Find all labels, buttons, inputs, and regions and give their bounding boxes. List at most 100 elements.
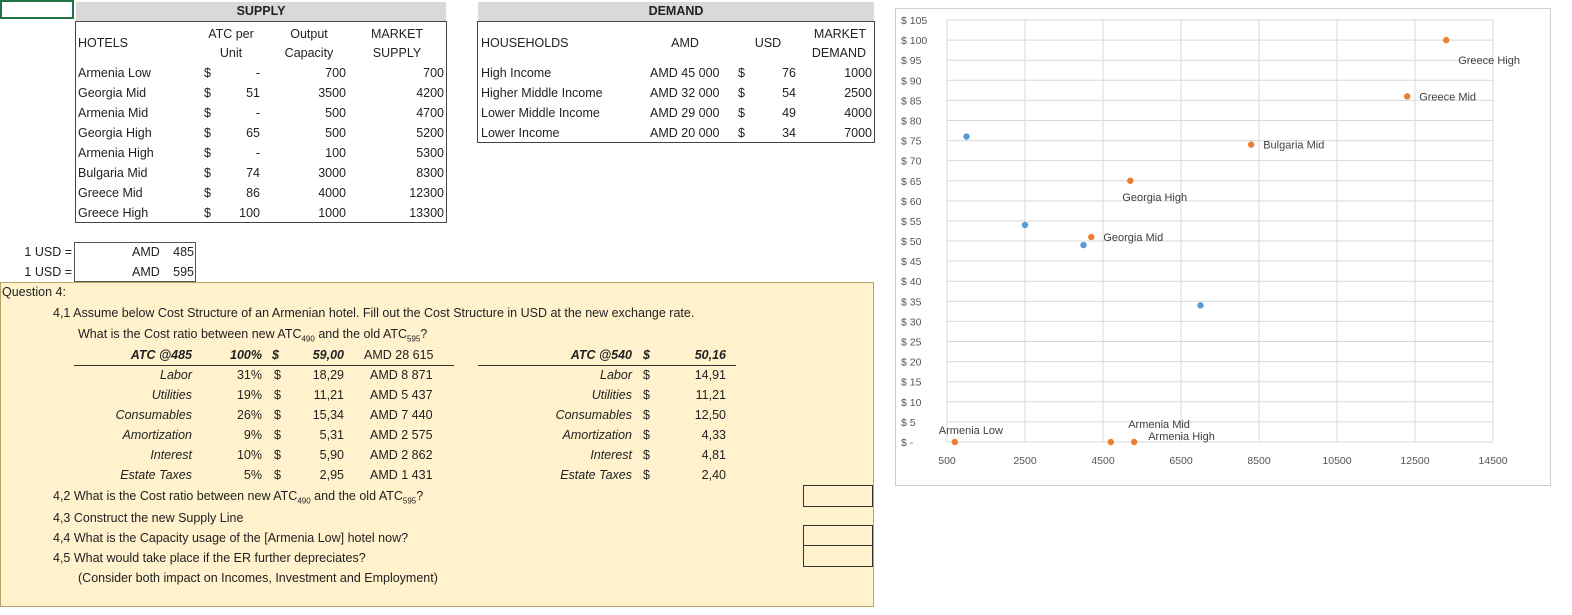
chart-y-tick-label: $ 95: [901, 55, 922, 67]
supply-row-currency: $: [204, 86, 211, 100]
cost-right-underline: [478, 365, 736, 366]
cost-left-pct: 19%: [236, 388, 262, 402]
supply-table: [75, 21, 447, 223]
demand-header-households: HOUSEHOLDS: [481, 36, 569, 50]
chart-y-tick-label: $ 85: [901, 95, 922, 107]
cost-left-currency: $: [274, 448, 281, 462]
chart-point-series-1: [1127, 177, 1134, 184]
answer-box-q44[interactable]: [803, 525, 873, 547]
chart-y-tick-label: $ 20: [901, 357, 922, 369]
demand-row-name: Higher Middle Income: [481, 86, 603, 100]
chart-point-series-1: [1088, 233, 1095, 241]
cost-left-amd: AMD 8 871: [370, 368, 433, 382]
chart-frame[interactable]: [895, 8, 1551, 486]
demand-header-mkt2: DEMAND: [811, 46, 866, 60]
chart-y-tick-label: $ 100: [901, 35, 927, 47]
chart-x-tick-label: 10500: [1322, 455, 1351, 467]
supply-title: SUPPLY: [236, 4, 286, 18]
chart-data-label: Armenia High: [1148, 431, 1215, 443]
demand-row-currency: $: [738, 86, 745, 100]
supply-row-currency: $: [204, 186, 211, 200]
q41b-mid: and the old ATC: [314, 327, 408, 341]
chart-point-series-0: [1080, 241, 1087, 249]
cost-left-usd: 2,95: [319, 468, 344, 482]
supply-row-atc: 100: [239, 206, 260, 220]
cost-left-amd: AMD 2 862: [370, 448, 433, 462]
supply-row-market-supply: 8300: [416, 166, 444, 180]
chart-point-series-1: [1248, 141, 1255, 148]
cost-right-label: Amortization: [562, 428, 632, 442]
cost-right-usd: 11,21: [695, 388, 726, 402]
supply-row-name: Armenia High: [78, 146, 154, 160]
supply-row-market-supply: 700: [423, 66, 444, 80]
supply-header-out2: Capacity: [284, 46, 334, 60]
selected-cell[interactable]: [0, 0, 74, 19]
supply-row-capacity: 500: [325, 126, 346, 140]
cost-left-currency: $: [274, 368, 281, 382]
question-note: [0, 282, 874, 607]
chart-data-label: Greece Mid: [1419, 91, 1476, 103]
cost-left-label: Interest: [150, 448, 192, 462]
chart-y-tick-label: $ 40: [901, 276, 922, 288]
chart-y-tick-label: $ 15: [901, 377, 922, 389]
chart-y-tick-label: $ 45: [901, 256, 922, 268]
chart-y-tick-label: $ 50: [901, 236, 922, 248]
chart-point-series-1: [1107, 438, 1114, 446]
demand-row-usd: 76: [782, 66, 796, 80]
cost-right-header-cur: $: [643, 348, 650, 362]
cost-left-header-cur: $: [272, 348, 279, 362]
cost-left-header-amd: AMD 28 615: [364, 348, 434, 362]
supply-row-capacity: 3500: [318, 86, 346, 100]
cost-right-label: Labor: [600, 368, 632, 382]
demand-row-name: Lower Middle Income: [481, 106, 600, 120]
cost-right-currency: $: [643, 428, 650, 442]
cost-left-currency: $: [274, 428, 281, 442]
supply-row-market-supply: 5200: [416, 126, 444, 140]
cost-left-label: Utilities: [151, 388, 192, 402]
supply-header-mkt1: MARKET: [370, 27, 424, 41]
supply-row-market-supply: 4700: [416, 106, 444, 120]
cost-left-amd: AMD 2 575: [370, 428, 433, 442]
chart-x-tick-label: 8500: [1247, 455, 1271, 467]
chart-point-series-1: [1131, 438, 1138, 446]
cost-right-usd: 12,50: [694, 408, 726, 422]
exchange-currency: AMD: [132, 245, 160, 259]
cost-right-usd: 4,81: [701, 448, 726, 462]
cost-right-currency: $: [643, 408, 650, 422]
supply-row-atc: 65: [246, 126, 260, 140]
cost-right-usd: 14,91: [694, 368, 726, 382]
cost-right-usd: 4,33: [701, 428, 726, 442]
cost-right-header-label: ATC @540: [570, 348, 632, 362]
demand-row-market-demand: 4000: [844, 106, 872, 120]
demand-header-mkt1: MARKET: [813, 27, 866, 41]
cost-left-amd: AMD 5 437: [370, 388, 433, 402]
answer-box-q42[interactable]: [803, 485, 873, 507]
chart-y-tick-label: $ 80: [901, 115, 922, 127]
q42-mid: and the old ATC: [310, 489, 403, 503]
supply-row-capacity: 100: [325, 146, 346, 160]
demand-row-currency: $: [738, 66, 745, 80]
cost-left-currency: $: [274, 388, 281, 402]
chart-y-tick-label: $ 65: [901, 176, 922, 188]
chart-x-tick-label: 12500: [1400, 455, 1429, 467]
cost-left-label: Amortization: [122, 428, 192, 442]
cost-left-usd: 18,29: [312, 368, 344, 382]
cost-left-amd: AMD 1 431: [370, 468, 433, 482]
demand-row-usd: 34: [782, 126, 796, 140]
demand-row-market-demand: 1000: [844, 66, 872, 80]
cost-left-header-label: ATC @485: [130, 348, 192, 362]
chart-x-tick-label: 500: [938, 455, 956, 467]
demand-row-name: Lower Income: [481, 126, 560, 140]
answer-box-q45[interactable]: [803, 545, 873, 567]
supply-row-currency: $: [204, 126, 211, 140]
cost-left-pct: 9%: [243, 428, 262, 442]
demand-table: [477, 21, 875, 143]
chart-y-tick-label: $ 70: [901, 156, 922, 168]
chart-y-tick-label: $ 35: [901, 296, 922, 308]
demand-row-currency: $: [738, 126, 745, 140]
q41b-post: ?: [420, 327, 428, 341]
chart-y-tick-label: $ 60: [901, 196, 922, 208]
chart-point-series-1: [1404, 93, 1411, 100]
chart-point-series-1: [951, 438, 958, 446]
chart-y-tick-label: $ 55: [901, 216, 922, 228]
